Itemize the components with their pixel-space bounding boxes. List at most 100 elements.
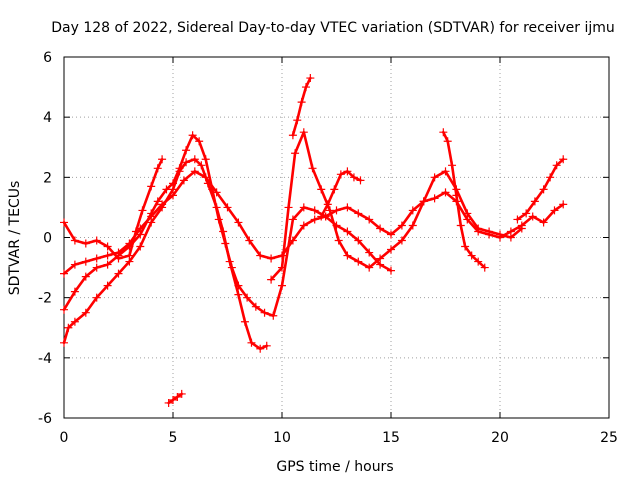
data-point: [513, 215, 522, 224]
data-point: [169, 191, 177, 200]
data-point: [147, 212, 156, 221]
data-point: [310, 206, 319, 215]
series-line: [167, 392, 184, 405]
series-arc-7: [317, 167, 365, 221]
data-point: [190, 167, 199, 176]
series-arc-6: [288, 74, 315, 140]
data-point: [539, 218, 548, 227]
data-point: [175, 164, 184, 173]
data-point: [251, 302, 260, 311]
series-arc-9: [513, 155, 568, 224]
x-tick-label: 10: [273, 430, 291, 446]
data-point: [153, 197, 162, 206]
data-point: [443, 137, 452, 146]
data-point: [343, 251, 352, 260]
data-point: [136, 224, 145, 233]
data-point: [306, 74, 315, 83]
data-point: [278, 263, 286, 272]
data-point: [530, 197, 539, 206]
data-point: [81, 308, 90, 317]
data-point: [343, 167, 352, 176]
data-point: [365, 263, 374, 272]
data-point: [158, 200, 167, 209]
data-point: [245, 236, 254, 245]
data-point: [223, 203, 232, 212]
data-point: [387, 245, 395, 254]
y-tick-label: 0: [43, 231, 52, 247]
data-point: [260, 308, 269, 317]
data-point: [114, 269, 123, 278]
series-arc-4: [60, 167, 568, 278]
data-point: [195, 137, 204, 146]
data-point: [354, 209, 363, 218]
data-point: [81, 239, 90, 248]
data-point: [164, 398, 173, 407]
data-point: [376, 254, 385, 263]
data-point: [439, 128, 448, 137]
x-tick-label: 15: [382, 430, 400, 446]
data-point: [256, 251, 265, 260]
data-point: [496, 230, 504, 239]
data-point: [506, 233, 515, 242]
data-point: [317, 212, 326, 221]
data-point: [485, 227, 494, 236]
data-point: [317, 185, 326, 194]
data-point: [125, 239, 134, 248]
data-point: [70, 236, 79, 245]
data-point: [60, 218, 68, 227]
data-point: [125, 251, 134, 260]
data-point: [546, 173, 555, 182]
data-point: [291, 149, 300, 158]
data-point: [60, 305, 68, 314]
data-point: [243, 293, 252, 302]
x-tick-label: 20: [491, 430, 509, 446]
data-point: [169, 179, 177, 188]
data-point: [354, 257, 363, 266]
data-point: [103, 251, 112, 260]
data-point: [60, 338, 68, 347]
data-series: [60, 74, 568, 407]
data-point: [103, 242, 112, 251]
data-point: [179, 176, 188, 185]
data-point: [240, 317, 249, 326]
data-point: [325, 206, 334, 215]
series-arc-5: [267, 128, 526, 284]
data-point: [103, 281, 112, 290]
data-point: [103, 260, 112, 269]
data-point: [408, 221, 417, 230]
data-point: [310, 215, 319, 224]
series-arc-8: [439, 128, 489, 272]
series-arc-10: [164, 389, 186, 407]
data-point: [430, 194, 439, 203]
x-tick-label: 25: [600, 430, 618, 446]
data-point: [227, 263, 236, 272]
axis-ticks: 0 5 10 15 20 25 -6 -4 -2 0 2 4 6: [38, 50, 618, 446]
data-point: [441, 167, 450, 176]
data-point: [397, 221, 406, 230]
data-point: [162, 185, 171, 194]
series-arc-2: [60, 131, 395, 320]
data-point: [136, 242, 145, 251]
data-point: [81, 272, 90, 281]
data-point: [81, 257, 90, 266]
data-point: [456, 221, 465, 230]
data-point: [190, 155, 199, 164]
data-point: [463, 209, 472, 218]
y-tick-label: -6: [38, 411, 52, 427]
data-point: [269, 311, 278, 320]
data-point: [376, 224, 385, 233]
data-point: [467, 251, 476, 260]
series-arc-3: [60, 155, 167, 263]
data-point: [293, 116, 302, 125]
data-point: [336, 170, 345, 179]
data-point: [169, 395, 177, 404]
data-point: [262, 341, 271, 350]
x-axis-label: GPS time / hours: [276, 459, 393, 475]
data-point: [539, 185, 548, 194]
data-point: [452, 191, 461, 200]
data-point: [70, 260, 79, 269]
data-point: [92, 293, 101, 302]
data-point: [349, 173, 358, 182]
data-point: [147, 182, 156, 191]
